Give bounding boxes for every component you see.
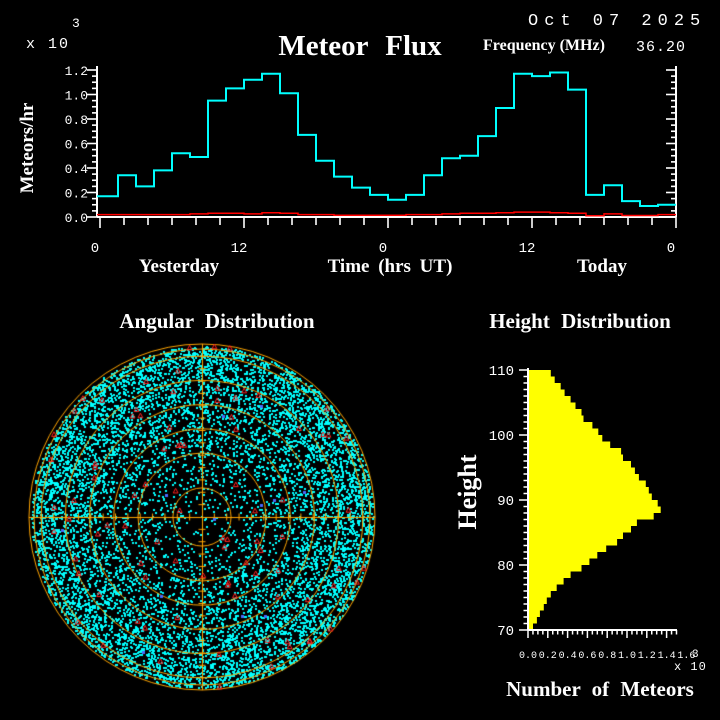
flux-x-tick-label: 0: [91, 241, 99, 257]
height-bar: [529, 402, 576, 409]
height-bar: [529, 435, 603, 442]
flux-series-line: [97, 71, 676, 207]
height-bar: [529, 552, 598, 559]
height-bar: [529, 558, 590, 565]
flux-y-scale-exponent: 3: [72, 16, 80, 31]
x-section-label-yesterday: Yesterday: [138, 256, 220, 277]
height-y-tick-label: 70: [497, 624, 514, 640]
flux-y-tick-label: 0.2: [65, 187, 88, 202]
height-bar: [529, 597, 547, 604]
height-bar: [529, 519, 637, 526]
height-x-axis-label: Number of Meteors: [506, 677, 694, 701]
height-distribution-title: Height Distribution: [489, 309, 671, 333]
height-x-tick-label: 0.6: [578, 651, 596, 662]
height-bar: [529, 500, 658, 507]
flux-y-tick-label: 1.2: [65, 64, 88, 79]
height-y-tick-label: 100: [489, 429, 514, 445]
height-x-tick-label: 1.4: [658, 651, 676, 662]
flux-y-scale-label: x 10: [26, 36, 71, 53]
height-bar: [529, 610, 540, 617]
flux-x-tick-label: 12: [519, 241, 536, 257]
height-x-tick-label: 1.0: [618, 651, 636, 662]
height-bar: [529, 623, 533, 630]
angular-distribution-title: Angular Distribution: [119, 309, 315, 333]
height-bar: [529, 565, 582, 572]
height-x-tick-label: 0.0: [519, 651, 537, 662]
height-bar: [529, 448, 622, 455]
flux-x-tick-label: 12: [231, 241, 248, 257]
height-bar: [529, 506, 661, 513]
height-bar: [529, 389, 565, 396]
height-y-axis-label: Height: [453, 454, 482, 530]
height-x-tick-label: 1.2: [638, 651, 656, 662]
angular-distribution-plot: [20, 335, 390, 705]
page-title: Meteor Flux: [278, 30, 442, 62]
height-bar: [529, 578, 564, 585]
height-bar: [529, 513, 654, 520]
height-bar: [529, 487, 649, 494]
height-bar: [529, 493, 652, 500]
height-y-tick-label: 80: [497, 559, 514, 575]
height-bar: [529, 584, 557, 591]
height-bar: [529, 396, 571, 403]
flux-y-tick-label: 0.0: [65, 211, 88, 226]
flux-y-tick-label: 0.8: [65, 113, 88, 128]
height-x-tick-label: 0.4: [559, 651, 577, 662]
height-bar: [529, 480, 646, 487]
flux-y-tick-label: 1.0: [65, 89, 88, 104]
height-bar: [529, 461, 631, 468]
height-y-tick-label: 90: [497, 494, 514, 510]
height-bar: [529, 376, 555, 383]
height-bar: [529, 474, 639, 481]
height-bar: [529, 428, 599, 435]
height-bar: [529, 604, 544, 611]
height-bar: [529, 617, 537, 624]
height-bar: [529, 370, 551, 377]
height-y-tick-label: 110: [489, 364, 514, 380]
height-bar: [529, 454, 623, 461]
flux-y-tick-label: 0.6: [65, 138, 88, 153]
height-bar: [529, 571, 571, 578]
height-x-tick-label: 0.2: [539, 651, 557, 662]
height-bar: [529, 383, 561, 390]
date-text: Oct 07 2025: [528, 12, 707, 31]
height-bar: [529, 545, 607, 552]
height-x-scale-exponent: 3: [692, 649, 699, 661]
frequency-value: 36.20: [636, 39, 687, 56]
height-x-scale-label: x 10: [674, 660, 707, 674]
flux-x-axis-label: Time (hrs UT): [327, 256, 453, 277]
flux-y-tick-label: 0.4: [65, 162, 89, 177]
flux-baseline-line: [97, 211, 676, 217]
flux-chart: 0.0 0.2 0.4 0.6 0.8 1.0 1.2 0 12 0 12 0: [65, 64, 677, 257]
height-x-tick-label: 0.8: [598, 651, 616, 662]
height-bar: [529, 415, 584, 422]
height-bar: [529, 467, 635, 474]
flux-x-tick-label: 0: [667, 241, 675, 257]
flux-x-tick-label: 0: [379, 241, 387, 257]
height-bar: [529, 532, 623, 539]
height-bar: [529, 409, 582, 416]
height-bar: [529, 526, 631, 533]
height-bar: [529, 591, 551, 598]
x-section-label-today: Today: [577, 256, 627, 277]
height-bar: [529, 422, 593, 429]
height-bar: [529, 539, 618, 546]
frequency-label: Frequency (MHz): [483, 37, 605, 54]
height-bar: [529, 441, 611, 448]
